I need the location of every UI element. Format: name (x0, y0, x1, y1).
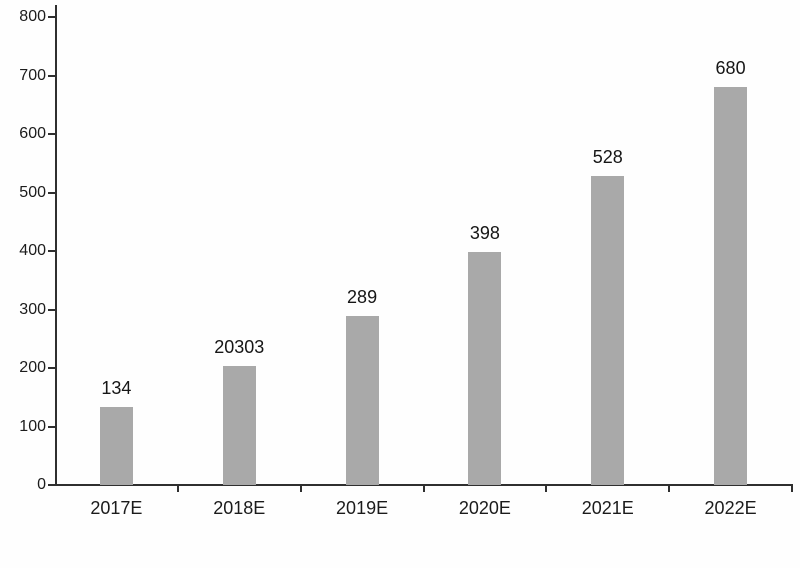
x-tick-label: 2022E (704, 498, 757, 518)
x-tick-mark (422, 484, 425, 492)
x-tick-label: 2017E (90, 498, 143, 518)
x-tick-label: 2019E (336, 498, 389, 518)
y-tick-mark (48, 484, 57, 486)
y-tick-label: 700 (19, 66, 46, 84)
bar (222, 366, 256, 485)
y-tick-label: 600 (19, 125, 46, 142)
y-tick-mark (48, 74, 57, 77)
bar-value-label: 20303 (214, 337, 265, 358)
bar (714, 87, 748, 485)
y-tick-label: 200 (19, 359, 46, 376)
y-tick-mark (48, 133, 57, 135)
bar (345, 315, 379, 485)
y-tick-label: 400 (19, 242, 46, 259)
x-tick-label: 2020E (458, 498, 511, 518)
y-tick-label: 300 (19, 300, 46, 318)
y-axis (55, 5, 57, 486)
y-tick-label: 800 (19, 8, 46, 25)
x-tick-label: 2018E (213, 498, 266, 518)
y-tick-mark (48, 16, 57, 18)
x-tick-mark (668, 484, 671, 492)
bar-value-label: 398 (469, 223, 500, 244)
x-tick-mark (791, 484, 793, 492)
y-tick-mark (48, 425, 57, 428)
bar (591, 176, 625, 485)
bar (468, 252, 502, 485)
y-tick-label: 500 (19, 183, 46, 201)
x-tick-mark (299, 484, 302, 492)
x-tick-label: 2021E (581, 498, 634, 518)
y-tick-mark (48, 250, 57, 252)
y-tick-mark (48, 308, 57, 311)
y-tick-mark (48, 367, 57, 369)
bar (99, 406, 133, 485)
bar-value-label: 680 (715, 58, 746, 79)
x-tick-mark (176, 484, 179, 492)
bar-value-label: 528 (592, 147, 623, 168)
y-tick-label: 100 (19, 417, 46, 435)
bar-value-label: 134 (101, 377, 132, 398)
x-tick-mark (545, 484, 548, 492)
bar-value-label: 289 (347, 286, 378, 307)
y-tick-mark (48, 191, 57, 194)
y-tick-label: 0 (37, 476, 46, 493)
